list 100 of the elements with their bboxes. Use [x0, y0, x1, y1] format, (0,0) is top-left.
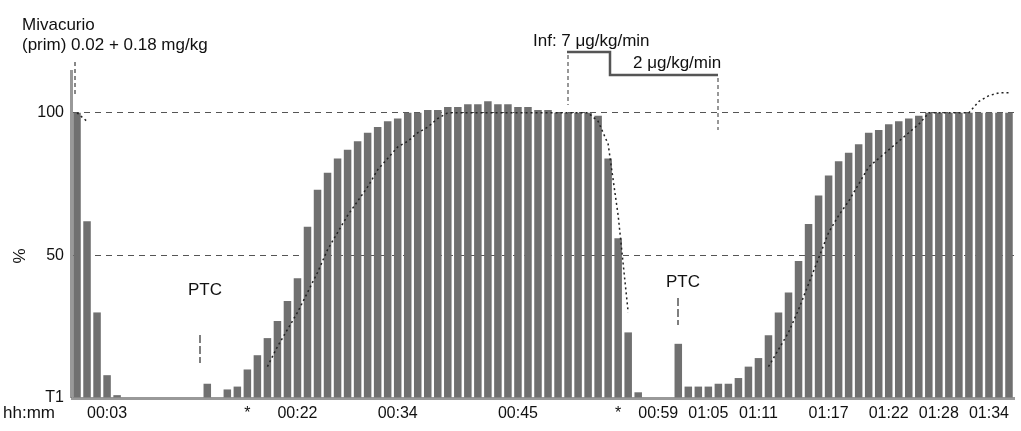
chart-title: Mivacurio: [22, 15, 95, 34]
x-tick-label: *: [615, 404, 622, 422]
bar: [223, 389, 232, 398]
bar: [383, 121, 392, 398]
bar: [604, 158, 612, 398]
x-tick-label: 01:11: [739, 404, 778, 422]
bar: [814, 195, 823, 398]
bar: [895, 121, 903, 398]
bar: [233, 386, 242, 398]
bar: [824, 175, 833, 398]
bar: [985, 112, 993, 398]
bar: [905, 118, 913, 398]
bar: [574, 112, 582, 398]
x-tick-label: 00:59: [638, 404, 679, 422]
chart-subtitle: (prim) 0.02 + 0.18 mg/kg: [22, 35, 208, 54]
bar: [373, 127, 382, 398]
bar: [674, 343, 683, 398]
bar: [313, 189, 322, 398]
bar: [794, 261, 803, 398]
bar: [975, 112, 983, 398]
bar: [243, 369, 252, 398]
y-tick-label: 50: [46, 245, 65, 263]
bar: [444, 107, 452, 398]
bar: [874, 129, 883, 398]
bar: [333, 158, 342, 398]
bar: [413, 112, 422, 398]
x-tick-label: 00:22: [277, 404, 318, 422]
bar: [995, 112, 1003, 398]
bar: [434, 109, 442, 398]
bar: [83, 221, 91, 398]
bar: [353, 141, 362, 398]
bar: [614, 238, 622, 398]
y-tick-label: T1: [45, 388, 65, 406]
bar: [203, 383, 212, 398]
x-tick-label: 00:45: [497, 404, 539, 422]
bar: [935, 112, 943, 398]
bar: [343, 149, 352, 398]
bar: [945, 112, 953, 398]
bar: [263, 338, 272, 398]
bar: [624, 332, 632, 398]
bar: [93, 312, 101, 398]
bar: [103, 375, 111, 398]
annotation: 2 μg/kg/min: [633, 53, 722, 72]
bar: [965, 112, 973, 398]
bar: [724, 383, 733, 398]
bar: [424, 109, 432, 398]
bar: [634, 392, 642, 398]
annotation: PTC: [188, 280, 222, 299]
bar: [955, 112, 963, 398]
bar: [454, 107, 462, 398]
bar: [704, 386, 713, 398]
bar: [764, 335, 773, 398]
bar: [514, 107, 522, 398]
bar: [774, 312, 783, 398]
bar: [684, 386, 693, 398]
annotation: PTC: [666, 272, 700, 291]
bar: [273, 320, 282, 398]
bar: [494, 104, 502, 398]
bar: [734, 378, 743, 398]
bar: [1005, 112, 1013, 398]
bar: [784, 292, 793, 398]
bar: [253, 355, 262, 398]
bar: [584, 112, 592, 398]
bar: [854, 144, 863, 398]
bar: [804, 224, 813, 398]
bar: [504, 104, 512, 398]
bar: [484, 101, 492, 398]
y-axis-title: %: [9, 248, 29, 264]
bar: [744, 366, 753, 398]
bar: [544, 109, 552, 398]
x-axis-title: hh:mm: [3, 403, 55, 423]
bar: [564, 112, 572, 398]
bar: [474, 104, 482, 398]
bar: [884, 124, 893, 398]
x-tick-label: 00:34: [377, 404, 418, 422]
x-tick-label: 01:05: [688, 404, 729, 422]
bar: [694, 386, 703, 398]
bar: [113, 395, 121, 398]
bar: [524, 107, 532, 398]
bar: [403, 112, 412, 398]
bar: [293, 278, 302, 398]
bar: [844, 152, 853, 398]
bar: [754, 358, 763, 398]
bar: [303, 226, 312, 398]
bar: [363, 132, 372, 398]
bar: [534, 109, 542, 398]
bar: [925, 112, 933, 398]
bar: [864, 132, 873, 398]
bar: [393, 118, 402, 398]
bar: [915, 115, 923, 398]
bar: [834, 161, 843, 398]
bar: [283, 301, 292, 398]
x-tick-label: 01:17: [808, 404, 849, 422]
text: Inf: 7 μg/kg/min: [533, 31, 650, 50]
bar: [554, 112, 562, 398]
bar: [714, 383, 723, 398]
x-tick-label: 01:22: [868, 404, 909, 422]
x-tick-label: 01:34: [968, 404, 1010, 422]
x-tick-label: *: [244, 404, 251, 422]
bar: [323, 172, 332, 398]
